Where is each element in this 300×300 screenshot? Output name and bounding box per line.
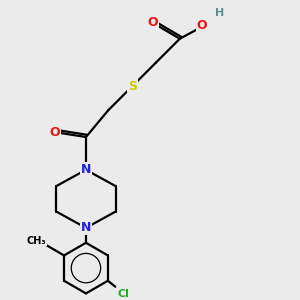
Text: O: O: [148, 16, 158, 29]
Text: H: H: [214, 8, 224, 18]
Text: N: N: [81, 163, 91, 176]
Text: Cl: Cl: [117, 289, 129, 299]
Text: S: S: [128, 80, 136, 93]
Text: CH₃: CH₃: [27, 236, 46, 245]
Text: O: O: [197, 19, 207, 32]
Text: O: O: [50, 126, 60, 139]
Text: N: N: [81, 221, 91, 234]
